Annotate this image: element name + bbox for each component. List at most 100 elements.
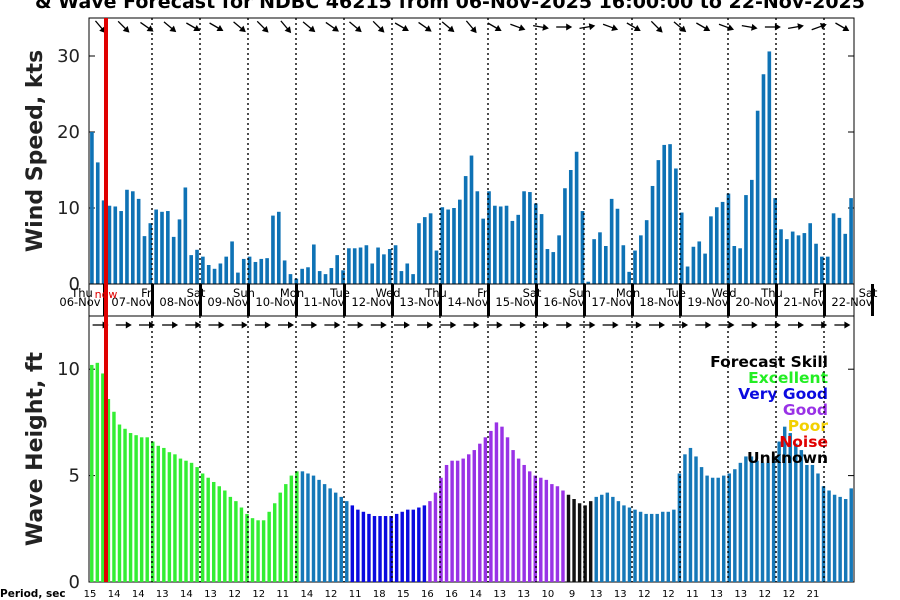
wave-bar <box>444 464 449 582</box>
wind-bar <box>329 268 334 284</box>
wind-bar <box>154 209 158 284</box>
date-label: 14-Nov <box>447 295 488 309</box>
wind-bar <box>557 235 561 284</box>
date-label: 22-Nov <box>831 295 872 309</box>
day-separator <box>439 284 442 316</box>
wind-bar <box>644 220 649 284</box>
wind-bar <box>446 209 450 284</box>
day-separator <box>727 284 730 316</box>
wave-bar <box>638 511 643 582</box>
wind-bar <box>779 229 783 284</box>
wind-bar <box>405 263 410 284</box>
wave-bar <box>849 488 853 582</box>
direction-arrow <box>162 321 179 329</box>
direction-arrow <box>302 21 316 33</box>
wave-bar <box>716 477 720 582</box>
wind-bar <box>265 258 269 284</box>
chart-title: & Wave Forecast for NDBC 46215 from 06-N… <box>35 0 865 13</box>
legend-item: Poor <box>788 417 829 435</box>
period-label: 21 <box>807 589 820 600</box>
direction-arrow <box>372 20 385 33</box>
wave-bar <box>400 511 404 582</box>
wind-bar <box>703 253 707 284</box>
period-label: 13 <box>710 589 723 600</box>
wave-bar <box>106 398 111 582</box>
wave-bar <box>245 513 249 582</box>
wind-bar <box>271 215 275 284</box>
wave-bar <box>478 443 482 582</box>
wave-bar <box>256 520 260 582</box>
day-separator <box>583 284 586 316</box>
wave-bar <box>250 518 255 582</box>
date-label: 19-Nov <box>687 295 728 309</box>
wind-bar <box>230 241 234 284</box>
direction-arrow <box>394 321 410 329</box>
wave-bar <box>788 433 792 582</box>
wind-bar <box>802 233 807 284</box>
direction-arrow <box>602 23 619 31</box>
wind-bar <box>586 281 591 284</box>
wind-bar <box>732 246 737 284</box>
direction-arrow <box>788 321 804 329</box>
direction-arrow <box>325 21 339 32</box>
date-label: 21-Nov <box>783 295 824 309</box>
wave-bar <box>272 503 277 582</box>
wind-bar <box>136 198 141 284</box>
wave-bar <box>356 509 360 582</box>
direction-arrow <box>441 21 455 33</box>
day-name-label: Thu <box>70 286 93 300</box>
direction-arrow <box>278 321 294 329</box>
wind-bar <box>744 195 748 284</box>
period-label: 12 <box>783 589 796 600</box>
wave-bar <box>134 435 138 582</box>
wind-bar <box>294 278 299 284</box>
direction-arrow <box>509 321 526 329</box>
wind-bar <box>341 270 345 284</box>
wave-bar <box>467 454 471 582</box>
wave-bar <box>389 516 393 582</box>
wave-bar <box>439 477 443 582</box>
day-separator <box>391 284 394 316</box>
direction-arrow <box>417 321 434 329</box>
wind-bar <box>171 236 176 284</box>
wave-bar <box>206 477 210 582</box>
wave-bar <box>527 471 532 582</box>
date-label: 18-Nov <box>639 295 680 309</box>
direction-arrow <box>418 21 432 32</box>
wind-bar <box>206 265 211 284</box>
wind-bar <box>650 185 655 284</box>
wave-bar <box>649 513 654 582</box>
wave-bar <box>827 490 831 582</box>
wind-bar <box>387 249 392 284</box>
wind-bar <box>849 198 853 284</box>
day-separator <box>151 284 154 316</box>
y-tick-label: 0 <box>69 572 80 593</box>
wind-bar <box>516 214 521 284</box>
wave-bar <box>145 437 149 582</box>
wave-bar <box>494 422 499 582</box>
wind-bar <box>761 74 766 285</box>
wind-bar <box>796 235 801 284</box>
direction-arrow <box>811 321 828 329</box>
wind-bar <box>498 206 503 284</box>
direction-arrow <box>208 321 225 329</box>
y-tick-label: 20 <box>57 122 80 143</box>
wave-bar <box>278 492 282 582</box>
wave-bar <box>472 450 476 582</box>
direction-arrow <box>349 21 362 33</box>
date-label: 12-Nov <box>351 295 392 309</box>
wave-bar <box>422 505 427 582</box>
wind-bar <box>113 206 118 284</box>
direction-arrow <box>163 21 177 33</box>
wave-bar <box>139 437 144 582</box>
wind-bar <box>259 258 264 284</box>
wind-bar <box>218 263 223 284</box>
period-label: 16 <box>445 589 458 600</box>
now-marker: now <box>95 18 117 582</box>
wind-bar <box>130 191 135 284</box>
direction-arrow <box>510 23 526 31</box>
day-separator <box>679 284 682 316</box>
direction-arrow <box>718 321 735 329</box>
direction-arrow <box>625 321 642 329</box>
wave-bar <box>832 494 837 582</box>
